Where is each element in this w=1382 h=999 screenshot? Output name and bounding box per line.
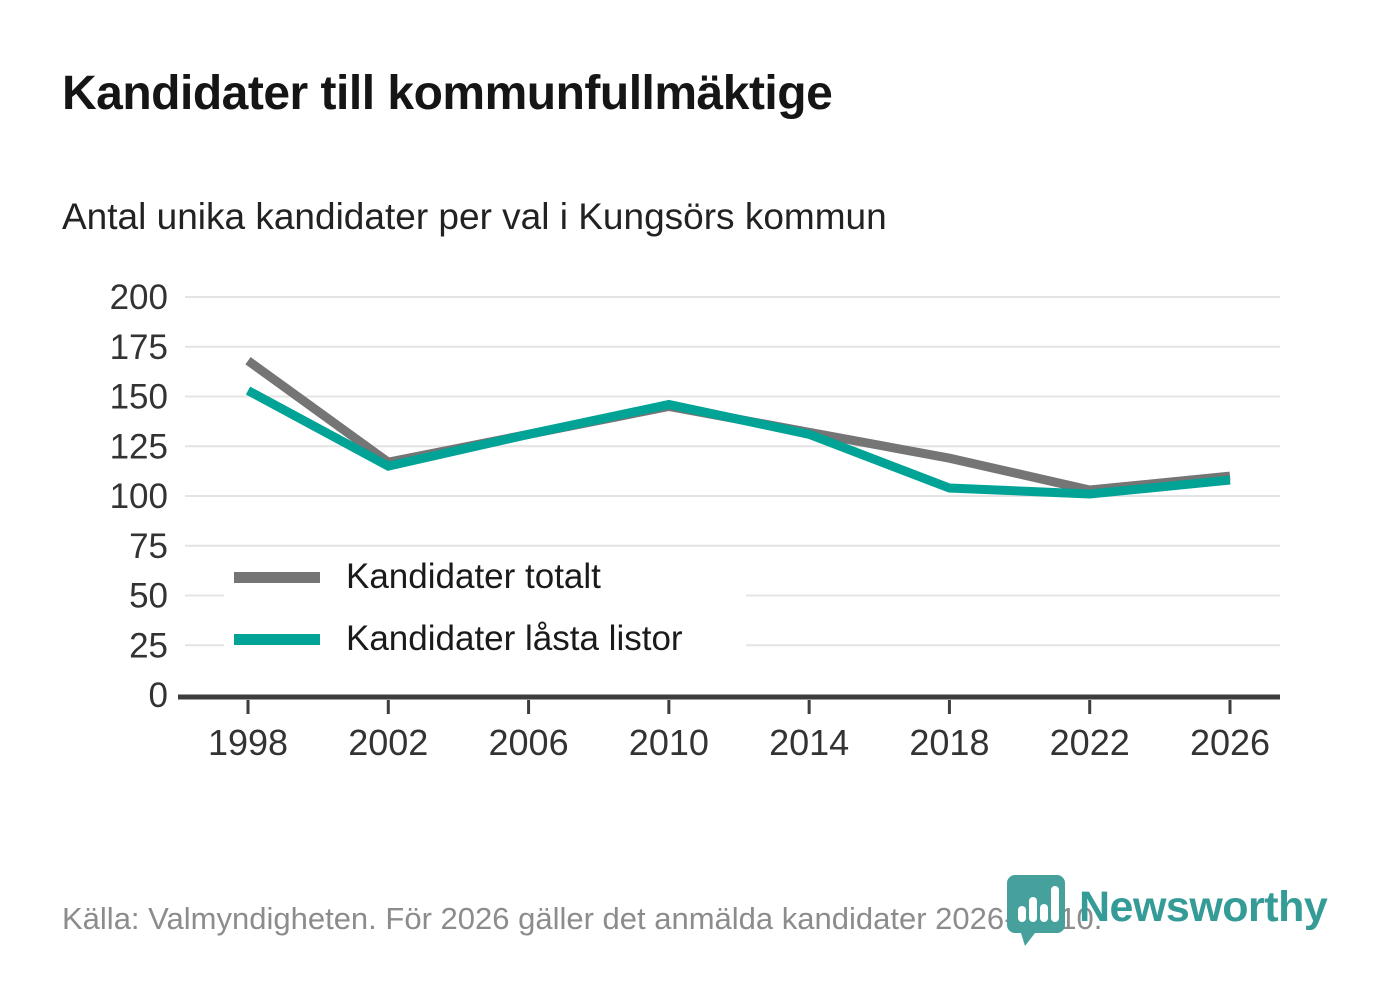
svg-text:75: 75 bbox=[129, 527, 168, 566]
svg-text:2010: 2010 bbox=[629, 722, 709, 763]
svg-text:2002: 2002 bbox=[348, 722, 428, 763]
svg-text:25: 25 bbox=[129, 626, 168, 665]
svg-text:125: 125 bbox=[110, 427, 168, 466]
svg-text:175: 175 bbox=[110, 328, 168, 367]
chart-subtitle: Antal unika kandidater per val i Kungsör… bbox=[62, 196, 887, 237]
svg-text:2014: 2014 bbox=[769, 722, 849, 763]
svg-text:50: 50 bbox=[129, 577, 168, 616]
chart-canvas: 0 25 50 75 100 125 150 175 200 1998 2002 2006 2010 20… bbox=[110, 278, 1280, 763]
svg-text:200: 200 bbox=[110, 278, 168, 317]
legend-item-lasta-listor: Kandidater låsta listor bbox=[234, 619, 746, 659]
newsworthy-pin-bar-chart-icon bbox=[1007, 875, 1065, 946]
svg-text:150: 150 bbox=[110, 378, 168, 417]
chart-legend: Kandidater totalt Kandidater låsta listo… bbox=[224, 549, 746, 669]
svg-text:2018: 2018 bbox=[909, 722, 989, 763]
legend-label: Kandidater låsta listor bbox=[346, 619, 683, 658]
legend-swatch-gray-line bbox=[234, 571, 320, 583]
svg-text:1998: 1998 bbox=[208, 722, 288, 763]
svg-text:2006: 2006 bbox=[489, 722, 569, 763]
svg-text:2026: 2026 bbox=[1190, 722, 1270, 763]
legend-swatch-teal-line bbox=[234, 633, 320, 645]
source-note: Källa: Valmyndigheten. För 2026 gäller d… bbox=[62, 901, 1103, 936]
newsworthy-logo: Newsworthy bbox=[1005, 873, 1335, 953]
newsworthy-wordmark: Newsworthy bbox=[1079, 883, 1328, 931]
svg-text:100: 100 bbox=[110, 477, 168, 516]
page-title: Kandidater till kommunfullmäktige bbox=[62, 67, 833, 120]
legend-label: Kandidater totalt bbox=[346, 557, 601, 596]
line-chart: 0 25 50 75 100 125 150 175 200 1998 2002 2006 2010 20… bbox=[110, 278, 1280, 763]
svg-text:2022: 2022 bbox=[1050, 722, 1130, 763]
legend-item-totalt: Kandidater totalt bbox=[234, 557, 746, 597]
svg-text:0: 0 bbox=[149, 676, 168, 715]
